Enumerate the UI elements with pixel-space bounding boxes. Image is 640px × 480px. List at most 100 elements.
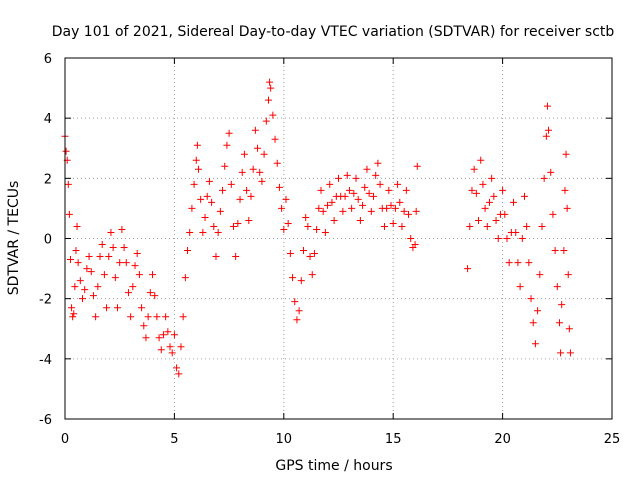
data-point bbox=[256, 168, 264, 176]
data-point bbox=[197, 195, 205, 203]
data-point bbox=[94, 283, 102, 291]
data-point bbox=[85, 253, 93, 261]
data-point bbox=[501, 210, 509, 218]
data-point bbox=[68, 304, 76, 312]
data-point bbox=[229, 222, 237, 230]
data-point bbox=[385, 186, 393, 194]
data-point bbox=[96, 253, 104, 261]
data-point bbox=[564, 271, 572, 279]
y-tick-label: -6 bbox=[39, 413, 52, 428]
data-point bbox=[286, 250, 294, 258]
data-point bbox=[354, 195, 362, 203]
data-point bbox=[468, 186, 476, 194]
data-point bbox=[146, 289, 154, 297]
data-point bbox=[181, 274, 189, 282]
data-point bbox=[92, 313, 100, 321]
data-point bbox=[188, 204, 196, 212]
data-point bbox=[339, 207, 347, 215]
data-point bbox=[289, 274, 297, 282]
data-point bbox=[103, 304, 111, 312]
x-tick-label: 0 bbox=[61, 432, 69, 447]
data-point bbox=[479, 180, 487, 188]
data-point bbox=[87, 268, 95, 276]
data-point bbox=[219, 186, 227, 194]
y-tick-label: 2 bbox=[44, 172, 52, 187]
data-point bbox=[477, 156, 485, 164]
data-point bbox=[483, 222, 491, 230]
data-point bbox=[348, 204, 356, 212]
data-point bbox=[114, 304, 122, 312]
data-point bbox=[488, 174, 496, 182]
data-point bbox=[238, 168, 246, 176]
data-point bbox=[361, 183, 369, 191]
data-point bbox=[210, 222, 218, 230]
data-point bbox=[127, 313, 135, 321]
data-point bbox=[269, 111, 277, 119]
data-point bbox=[313, 225, 321, 233]
data-point bbox=[529, 319, 537, 327]
data-point bbox=[516, 283, 524, 291]
data-point bbox=[553, 283, 561, 291]
data-point bbox=[247, 192, 255, 200]
data-point bbox=[66, 256, 74, 264]
data-point bbox=[350, 189, 358, 197]
data-point bbox=[531, 340, 539, 348]
data-point bbox=[527, 295, 535, 303]
data-point bbox=[193, 141, 201, 149]
data-point bbox=[407, 235, 415, 242]
data-point bbox=[398, 222, 406, 230]
x-tick-label: 15 bbox=[385, 432, 402, 447]
data-point bbox=[321, 228, 329, 236]
data-point bbox=[168, 349, 176, 357]
data-point bbox=[177, 343, 185, 351]
data-point bbox=[203, 192, 211, 200]
data-point bbox=[295, 307, 303, 315]
data-point bbox=[536, 271, 544, 279]
data-point bbox=[341, 192, 349, 200]
data-point bbox=[534, 307, 542, 315]
data-point bbox=[201, 213, 209, 221]
x-tick-label: 10 bbox=[276, 432, 293, 447]
data-point bbox=[74, 259, 82, 267]
data-point bbox=[266, 78, 274, 86]
data-point bbox=[363, 165, 371, 173]
x-axis-label: GPS time / hours bbox=[275, 458, 392, 474]
data-point bbox=[308, 271, 316, 279]
data-point bbox=[326, 180, 334, 188]
data-point bbox=[216, 207, 224, 215]
y-tick-label: 4 bbox=[44, 112, 52, 127]
data-point bbox=[400, 207, 408, 215]
data-points bbox=[61, 78, 574, 378]
data-point bbox=[538, 222, 546, 230]
data-point bbox=[212, 253, 220, 261]
data-point bbox=[380, 222, 388, 230]
data-point bbox=[367, 207, 375, 215]
data-point bbox=[105, 253, 113, 261]
data-point bbox=[510, 198, 518, 206]
data-point bbox=[89, 292, 97, 300]
y-tick-label: -4 bbox=[39, 353, 52, 368]
data-point bbox=[549, 210, 557, 218]
data-point bbox=[481, 204, 489, 212]
data-point bbox=[142, 334, 150, 342]
data-point bbox=[499, 186, 507, 194]
data-point bbox=[79, 295, 87, 303]
data-point bbox=[251, 126, 259, 134]
data-point bbox=[175, 370, 183, 378]
data-point bbox=[184, 247, 192, 255]
data-point bbox=[402, 186, 410, 194]
data-point bbox=[525, 259, 533, 267]
x-tick-label: 25 bbox=[604, 432, 621, 447]
data-point bbox=[297, 277, 305, 285]
data-point bbox=[120, 244, 128, 252]
data-point bbox=[328, 198, 336, 206]
data-point bbox=[324, 201, 332, 209]
data-point bbox=[194, 165, 202, 173]
data-point bbox=[566, 349, 574, 357]
data-point bbox=[122, 259, 130, 267]
data-point bbox=[159, 331, 167, 339]
data-point bbox=[98, 241, 106, 249]
data-point bbox=[170, 331, 178, 339]
data-point bbox=[260, 150, 268, 158]
data-point bbox=[153, 313, 161, 321]
